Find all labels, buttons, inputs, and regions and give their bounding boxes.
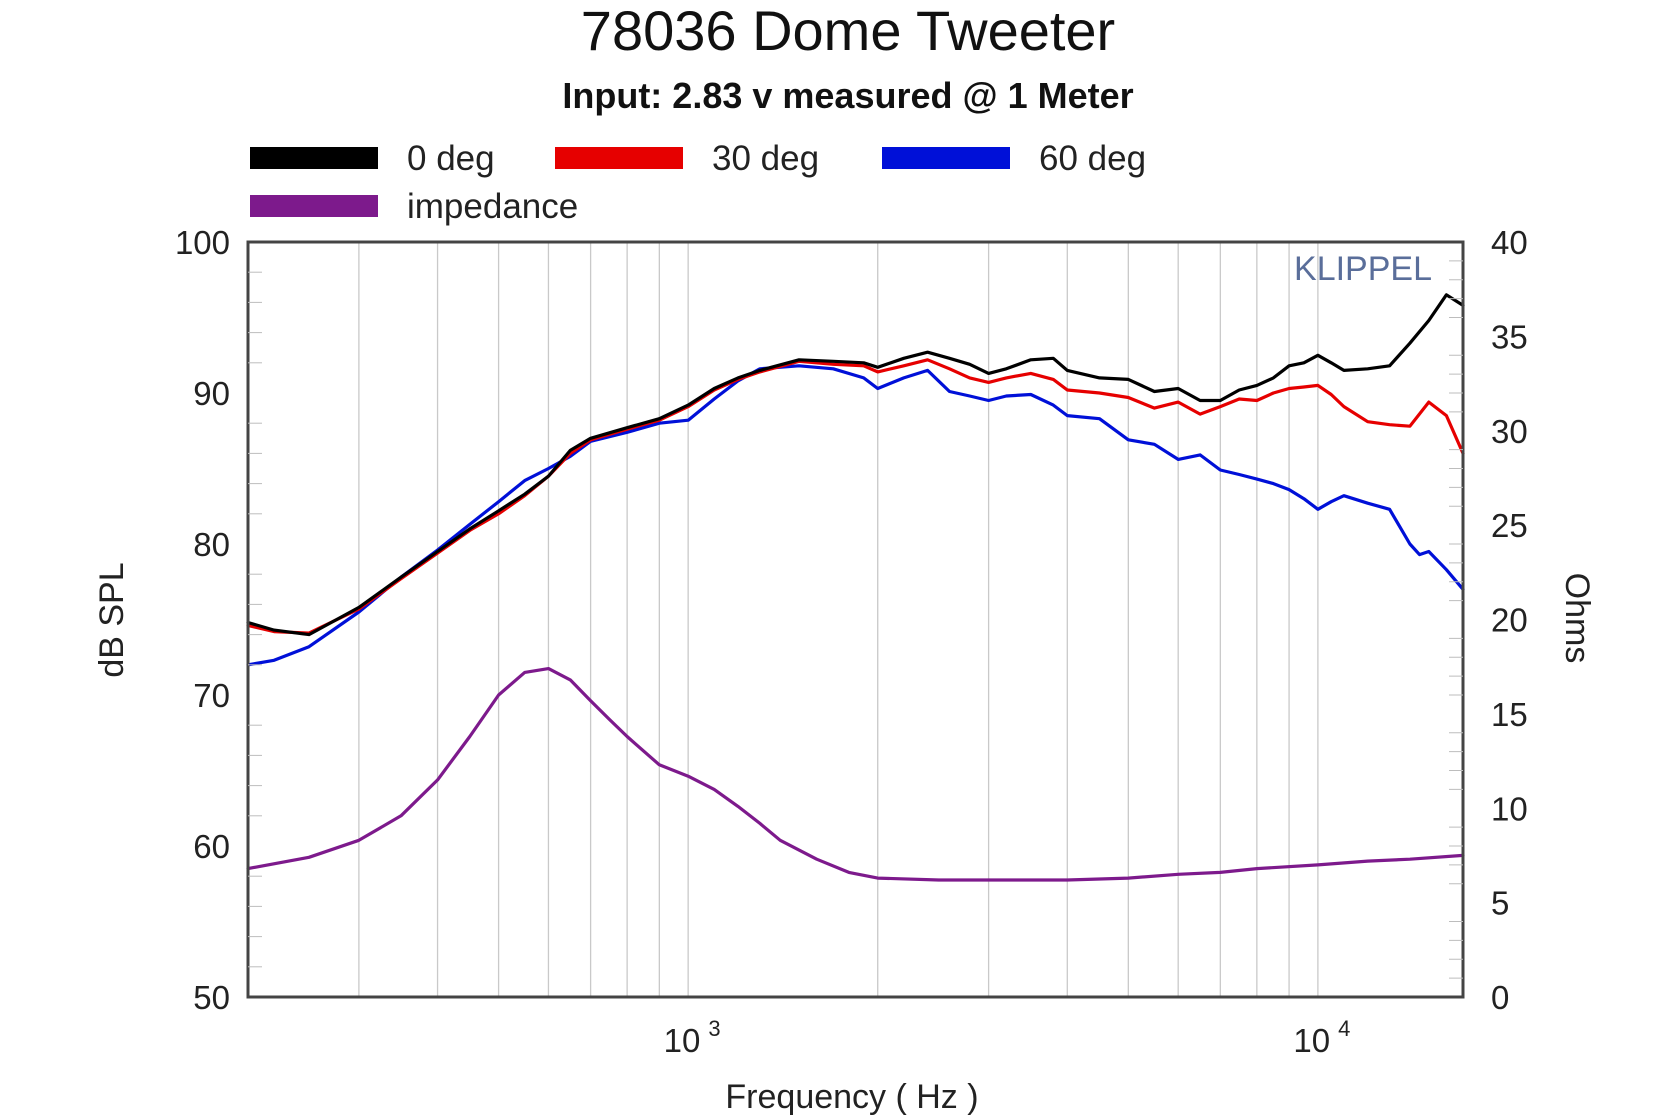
x-axis-title: Frequency ( Hz ) (725, 1078, 978, 1116)
y-tick-label: 90 (193, 375, 230, 412)
legend-swatch-0-deg (250, 147, 378, 169)
legend: 0 deg 30 deg 60 deg impedance (250, 139, 1146, 226)
y2-tick-label: 20 (1491, 602, 1528, 639)
legend-swatch-30-deg (555, 147, 683, 169)
legend-label-impedance: impedance (407, 187, 578, 226)
series-line-impedance (246, 667, 1465, 882)
legend-swatch-impedance (250, 195, 378, 217)
y2-tick-label: 10 (1491, 790, 1528, 827)
y-tick-label: 100 (175, 224, 230, 261)
plot-frame (246, 240, 1465, 999)
y-tick-label: 80 (193, 526, 230, 563)
y-axis-title: dB SPL (93, 562, 131, 677)
plot-grid (358, 242, 1319, 997)
x-tick-label: 10 3 (664, 1016, 721, 1059)
x-tick-label: 10 4 (1293, 1016, 1350, 1059)
axis-ticks: 50 60 70 80 90 100 0 5 10 15 20 25 30 35 40 10 3 10 4 (175, 224, 1528, 1059)
chart-subtitle: Input: 2.83 v measured @ 1 Meter (562, 75, 1133, 116)
klippel-watermark: KLIPPEL (1294, 250, 1432, 288)
legend-label-60-deg: 60 deg (1039, 139, 1146, 178)
legend-label-0-deg: 0 deg (407, 139, 495, 178)
series-layer (246, 293, 1465, 882)
chart-title: 78036 Dome Tweeter (581, 0, 1115, 62)
y-tick-label: 60 (193, 828, 230, 865)
y-tick-label: 50 (193, 979, 230, 1016)
legend-swatch-60-deg (882, 147, 1010, 169)
series-line-30-deg (246, 358, 1465, 635)
y2-tick-label: 5 (1491, 885, 1509, 922)
y2-tick-label: 15 (1491, 696, 1528, 733)
series-line-60-deg (246, 364, 1465, 667)
y2-axis-title: Ohms (1558, 573, 1596, 664)
y2-tick-label: 40 (1491, 224, 1528, 261)
y2-tick-label: 0 (1491, 979, 1509, 1016)
series-line-0-deg (246, 293, 1465, 637)
y2-tick-label: 25 (1491, 507, 1528, 544)
legend-label-30-deg: 30 deg (712, 139, 819, 178)
y2-tick-label: 35 (1491, 318, 1528, 355)
y2-tick-label: 30 (1491, 413, 1528, 450)
y-tick-label: 70 (193, 677, 230, 714)
